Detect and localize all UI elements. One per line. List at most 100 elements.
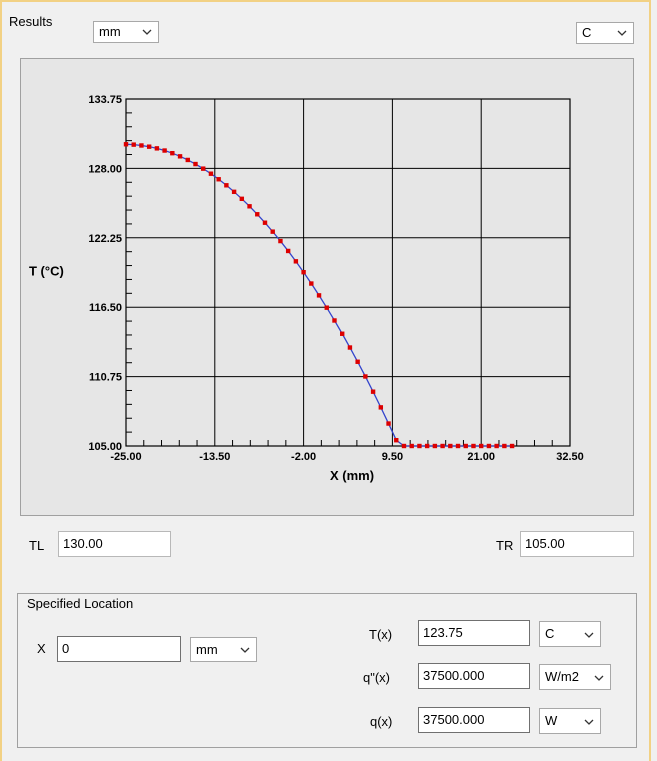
y-tick-label: 133.75	[88, 94, 122, 106]
data-point	[278, 238, 283, 244]
data-point	[340, 331, 345, 336]
x-location-value: 0	[62, 641, 70, 656]
data-point	[324, 305, 329, 310]
chevron-down-icon	[617, 30, 627, 36]
data-point	[355, 359, 360, 364]
x-location-input[interactable]: 0	[57, 636, 181, 662]
x-unit-value: mm	[196, 642, 218, 657]
data-point	[224, 183, 229, 188]
x-tick-label: -2.00	[291, 451, 316, 463]
chevron-down-icon	[142, 29, 152, 35]
tr-label: TR	[496, 538, 514, 553]
data-point	[494, 443, 499, 449]
data-point	[463, 443, 468, 449]
y-tick-label: 128.00	[88, 163, 122, 175]
data-point	[401, 443, 407, 449]
data-point	[293, 259, 299, 264]
x-tick-label: -13.50	[199, 451, 230, 463]
data-point	[301, 269, 306, 275]
data-point	[471, 443, 476, 449]
t-unit-value: C	[545, 626, 555, 641]
data-point	[208, 171, 214, 176]
data-point	[139, 143, 144, 148]
x-tick-label: 21.00	[467, 451, 495, 463]
data-point	[363, 374, 368, 379]
length-unit-dropdown[interactable]: mm	[93, 21, 159, 43]
x-tick-label: 9.50	[382, 451, 403, 463]
data-point	[394, 438, 399, 443]
data-point	[146, 144, 152, 149]
heat-flux-unit-dropdown[interactable]: W/m2	[539, 664, 611, 690]
heat-rate-unit-dropdown[interactable]: W	[539, 708, 601, 734]
data-point	[432, 443, 438, 449]
data-point	[509, 443, 515, 449]
data-point	[162, 148, 167, 153]
chevron-down-icon	[584, 632, 594, 638]
x-unit-dropdown[interactable]: mm	[190, 637, 257, 662]
t-at-x-output[interactable]: 123.75	[418, 620, 530, 646]
y-tick-label: 122.25	[88, 233, 122, 245]
data-point	[424, 443, 430, 449]
t-at-x-value: 123.75	[423, 625, 463, 640]
specified-location-group	[17, 593, 637, 748]
data-point	[170, 150, 175, 156]
data-point	[193, 161, 198, 167]
data-point	[378, 405, 384, 410]
data-point	[262, 220, 268, 225]
heat-rate-output[interactable]: 37500.000	[418, 707, 530, 733]
data-point	[216, 177, 221, 182]
heat-flux-value: 37500.000	[423, 668, 485, 683]
y-tick-label: 105.00	[88, 441, 122, 453]
tl-value: 130.00	[63, 536, 103, 551]
data-point	[201, 166, 206, 171]
heat-flux-output[interactable]: 37500.000	[418, 663, 530, 689]
temperature-plot-panel: -25.00 -13.50 -2.00 9.50 21.00 32.50 133.75 128…	[20, 58, 634, 516]
temperature-chart: -25.00 -13.50 -2.00 9.50 21.00 32.50 133.75 128…	[29, 94, 584, 483]
tr-input[interactable]: 105.00	[520, 531, 634, 557]
heat-rate-value: 37500.000	[423, 712, 485, 727]
y-tick-label: 116.50	[89, 302, 122, 314]
data-point	[440, 443, 445, 449]
temp-unit-dropdown[interactable]: C	[576, 22, 634, 44]
x-location-label: X	[37, 641, 46, 656]
results-label: Results	[9, 14, 53, 29]
data-point	[247, 204, 252, 209]
data-point	[370, 389, 376, 394]
tr-value: 105.00	[525, 536, 565, 551]
data-point	[386, 421, 391, 426]
plot-border	[125, 98, 571, 447]
data-point	[448, 443, 453, 449]
y-axis-label: T (°C)	[29, 264, 64, 279]
specified-location-title: Specified Location	[27, 596, 134, 611]
data-point	[309, 281, 314, 286]
data-point	[123, 142, 129, 147]
heat-rate-unit-value: W	[545, 713, 558, 728]
data-point	[239, 196, 245, 202]
y-tick-label: 110.75	[89, 372, 122, 384]
length-unit-value: mm	[99, 24, 121, 39]
data-point	[285, 248, 291, 254]
heat-flux-unit-value: W/m2	[545, 669, 579, 684]
x-tick-label: -25.00	[110, 451, 141, 463]
tl-label: TL	[29, 538, 45, 553]
data-point	[231, 189, 237, 195]
chevron-down-icon	[240, 647, 250, 653]
t-at-x-label: T(x)	[369, 627, 393, 642]
x-tick-label: 32.50	[556, 451, 584, 463]
chevron-down-icon	[584, 719, 594, 725]
data-point	[316, 293, 322, 298]
data-point	[502, 443, 507, 449]
data-point	[177, 154, 183, 159]
data-point	[255, 212, 260, 217]
temp-unit-value: C	[582, 25, 592, 40]
data-point	[131, 142, 136, 147]
tl-input[interactable]: 130.00	[58, 531, 171, 557]
data-point	[479, 443, 484, 449]
chevron-down-icon	[594, 675, 604, 681]
t-unit-dropdown[interactable]: C	[539, 621, 601, 647]
heat-rate-label: q(x)	[370, 714, 393, 729]
x-axis-label: X (mm)	[330, 468, 374, 483]
data-point	[270, 229, 275, 234]
data-point	[417, 443, 422, 449]
data-point	[154, 146, 160, 151]
